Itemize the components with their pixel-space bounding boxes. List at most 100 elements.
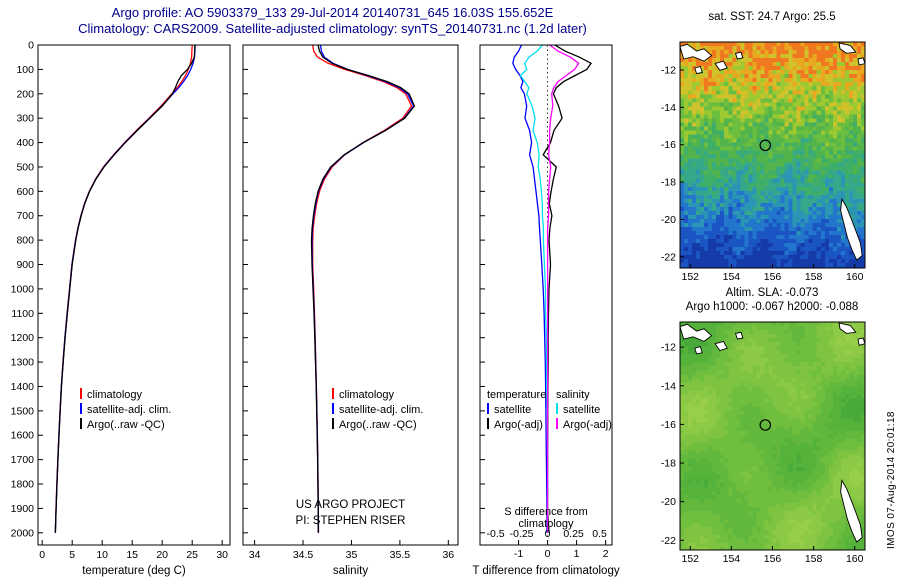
tick-label: 1600 [11,430,35,442]
legend-item: Argo(..raw -QC) [80,418,171,433]
legend-key-climatology [80,388,82,399]
temperature-legend: climatology satellite-adj. clim. Argo(..… [80,388,171,433]
tick-label: 800 [16,235,34,247]
imos-timestamp: IMOS 07-Aug-2014 20:01:18 [886,411,897,549]
tick-label: 160 [846,271,864,283]
series-line [312,45,413,533]
tick-label: -18 [661,458,676,470]
tick-label: -1 [514,548,523,560]
legend-key-argo-raw [80,418,82,429]
axes-box [242,44,459,546]
tick-label: 700 [16,210,34,222]
sla-map-cells [680,322,866,551]
tick-label: 34.5 [293,549,314,561]
tick-label: 1100 [11,308,34,320]
coastline [694,346,703,355]
legend-label: climatology [339,389,395,401]
tick-label: 154 [723,271,741,283]
tick-label: 1500 [11,405,35,417]
coastline [840,197,863,261]
coastline [734,331,744,340]
legend-item: satellite-adj. clim. [332,403,423,418]
tick-label: 0 [545,548,551,560]
temperature-xlabel: temperature (deg C) [82,565,186,577]
salinity-xlabel: salinity [332,565,369,577]
sla-map-title: Altim. SLA: -0.073 [725,287,819,299]
salinity-panel: 34 34.5 35 35.5 36 [242,44,459,561]
coastline [694,65,703,75]
legend-item: satellite [556,403,612,418]
tick-label: 0.5 [592,528,607,540]
coastline [838,42,857,54]
legend-label: satellite [494,404,532,416]
tick-label: 15 [126,549,138,561]
legend-key-s-argo-adj [556,418,558,429]
legend-label: satellite-adj. clim. [87,404,172,416]
legend-key-s-satellite [556,403,558,414]
tick-label: 25 [186,549,198,561]
tick-label: 1 [574,548,580,560]
tick-label: 600 [16,186,34,198]
series-line [546,45,580,533]
project-note: US ARGO PROJECT [295,499,406,511]
legend-header: temperature [487,389,547,401]
tick-label: -22 [661,535,676,547]
sst-map-cells [680,42,866,269]
tick-label: 900 [16,259,34,271]
tick-label: 10 [96,549,108,561]
tick-label: 2 [603,548,609,560]
sla-map-subtitle: Argo h1000: -0.067 h2000: -0.088 [685,301,859,313]
tick-label: 20 [156,549,168,561]
tick-label: -12 [661,65,676,77]
tick-label: 152 [682,553,700,565]
tick-label: -18 [661,177,676,189]
tick-label: 1900 [11,503,35,515]
tick-label: -14 [661,380,676,392]
tick-label: 5 [69,549,75,561]
coastline [679,43,713,62]
legend-label: Argo(-adj) [494,419,543,431]
s-diff-legend: salinity satellite Argo(-adj) [556,388,612,433]
tick-label: 100 [16,64,34,76]
coastline [840,479,863,543]
legend-label: satellite [563,404,601,416]
sst-map: 152 154 156 158 160 -12 -14 -16 -18 -20 -22 [661,41,866,283]
tick-label: -20 [661,214,676,226]
axes-box [37,44,231,546]
series-line [54,45,196,533]
tick-label: 0 [28,40,34,52]
float-position-marker [759,139,772,152]
legend-item: Argo(..raw -QC) [332,418,423,433]
tick-label: 500 [16,161,34,173]
tick-label: -16 [661,419,676,431]
legend-item: Argo(-adj) [556,418,612,433]
float-position-marker [759,419,772,431]
tick-label: 200 [16,88,34,100]
legend-header: salinity [556,389,590,401]
tick-label: 160 [846,553,864,565]
tick-label: 1400 [11,381,35,393]
series-line [311,45,415,533]
legend-item: satellite-adj. clim. [80,403,171,418]
legend-item: climatology [332,388,423,403]
difference-panel: -1 0 1 2 -0.5 -0.25 0 0.25 0.5 [479,44,613,560]
legend-label: Argo(-adj) [563,419,612,431]
coastline [734,51,744,60]
tick-label: -0.5 [487,528,505,540]
tick-label: 300 [16,113,34,125]
temperature-panel: 0 5 10 15 20 25 300100200300400500600700800900… [11,40,231,561]
legend-item: Argo(-adj) [487,418,546,433]
coastline [714,340,728,352]
tick-label: 0.25 [563,528,584,540]
tick-label: -22 [661,251,676,263]
coastline [679,323,713,342]
tick-label: 154 [723,553,741,565]
sst-map-title: sat. SST: 24.7 Argo: 25.5 [708,11,836,23]
tick-label: -0.25 [510,528,534,540]
legend-key-satellite-adj [80,403,82,414]
tick-label: 400 [16,137,34,149]
legend-item: climatology [80,388,171,403]
legend-label: satellite-adj. clim. [339,404,424,416]
tick-label: 35 [346,549,358,561]
